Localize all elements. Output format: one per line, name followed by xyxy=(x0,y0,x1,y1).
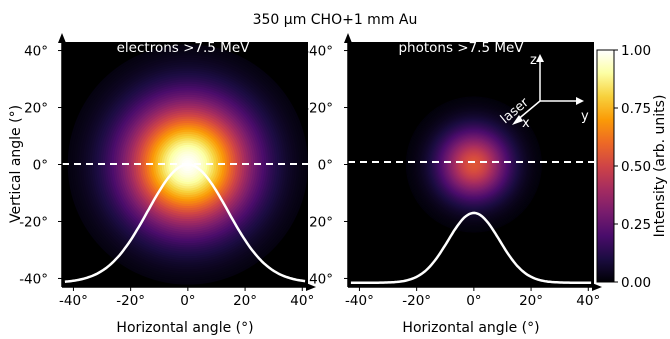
right-heatmap-rings xyxy=(405,96,542,233)
y-tick-label: 0° xyxy=(318,158,333,174)
right-heatmap xyxy=(348,42,594,287)
inset-y-label: y xyxy=(581,109,589,124)
colorbar-tick-label: 0.50 xyxy=(621,159,651,175)
colorbar-tick-label: 0.75 xyxy=(621,101,651,117)
colorbar: 0.00 0.25 0.50 0.75 1.00 Intensity (arb. uni… xyxy=(596,43,668,291)
left-panel-label: electrons >7.5 MeV xyxy=(117,40,250,56)
y-tick-label: -40° xyxy=(19,271,48,287)
colorbar-gradient xyxy=(596,49,615,283)
left-x-axis-label: Horizontal angle (°) xyxy=(116,320,253,336)
x-tick-label: -20° xyxy=(402,293,431,309)
heatmap-ring xyxy=(472,163,476,166)
y-tick-label: -20° xyxy=(19,214,48,230)
inset-y-arrowhead xyxy=(576,97,584,105)
right-panel: photons >7.5 MeV z y x laser -40° -20° 0° 2… xyxy=(304,33,602,336)
y-tick-label: 40° xyxy=(24,44,48,60)
left-y-ticks: -40° -20° 0° 20° 40° xyxy=(19,44,62,287)
x-tick-label: 0° xyxy=(180,293,195,309)
inset-z-arrowhead xyxy=(536,54,544,62)
y-tick-label: 0° xyxy=(33,158,48,174)
x-tick-label: 40° xyxy=(290,293,314,309)
x-tick-label: 20° xyxy=(519,293,543,309)
left-y-arrow xyxy=(58,33,66,43)
right-x-axis-label: Horizontal angle (°) xyxy=(402,320,539,336)
inset-x-label: x xyxy=(522,116,530,131)
colorbar-label: Intensity (arb. units) xyxy=(652,95,668,238)
y-tick-label: 20° xyxy=(309,214,333,230)
left-x-arrow xyxy=(306,283,316,291)
figure-title: 350 µm CHO+1 mm Au xyxy=(253,12,418,28)
left-profile-curve xyxy=(64,163,306,283)
inset-x-arrowhead xyxy=(512,115,523,125)
left-panel: electrons >7.5 MeV -40° -20° 0° 20° 40° -40°… xyxy=(8,33,316,336)
x-tick-label: 20° xyxy=(233,293,257,309)
right-x-arrow xyxy=(592,283,602,291)
right-panel-label: photons >7.5 MeV xyxy=(398,40,524,56)
right-x-ticks: -40° -20° 0° 20° 40° xyxy=(345,287,600,309)
left-heatmap-rings xyxy=(67,44,309,285)
left-heatmap xyxy=(62,42,309,287)
right-profile-curve xyxy=(350,211,592,284)
right-y-arrow xyxy=(344,33,352,43)
y-tick-label: -40° xyxy=(304,44,333,60)
x-tick-label: -40° xyxy=(59,293,88,309)
colorbar-tick-label: 1.00 xyxy=(621,43,651,59)
y-tick-label: -20° xyxy=(304,101,333,117)
left-x-ticks: -40° -20° 0° 20° 40° xyxy=(59,287,314,309)
x-tick-label: -20° xyxy=(116,293,145,309)
colorbar-tick-label: 0.00 xyxy=(621,275,651,291)
colorbar-ticks: 0.00 0.25 0.50 0.75 1.00 xyxy=(614,43,651,291)
x-tick-label: -40° xyxy=(345,293,374,309)
inset-z-label: z xyxy=(530,53,537,68)
x-tick-label: 0° xyxy=(466,293,481,309)
left-y-axis-label: Vertical angle (°) xyxy=(8,105,24,223)
y-tick-label: 40° xyxy=(309,271,333,287)
right-y-ticks: 40° 20° 0° -20° -40° xyxy=(304,44,348,287)
colorbar-tick-label: 0.25 xyxy=(621,217,651,233)
y-tick-label: 20° xyxy=(24,101,48,117)
x-tick-label: 40° xyxy=(576,293,600,309)
